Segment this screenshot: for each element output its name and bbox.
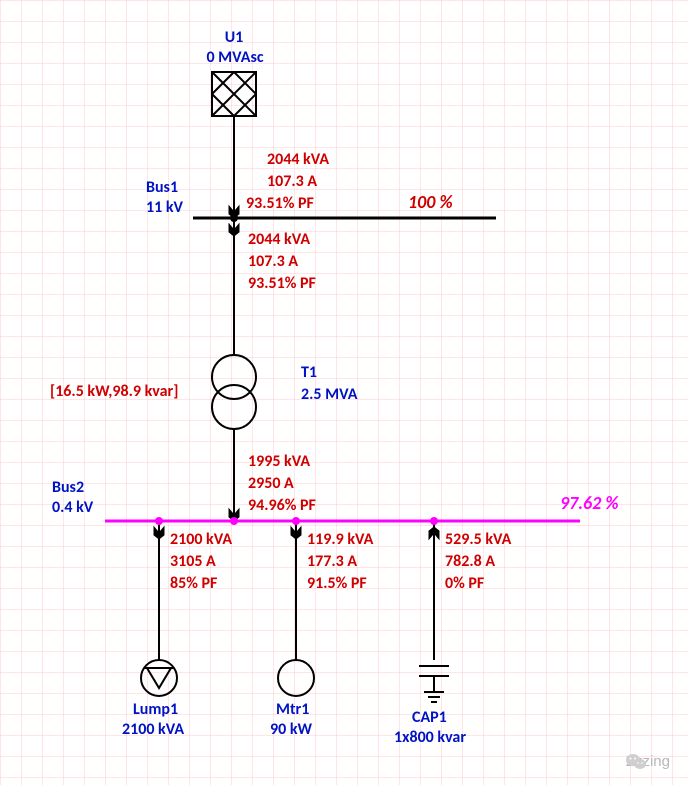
flow-lump-a: 3105 A (170, 552, 216, 571)
flow-mtr-pf: 91.5% PF (307, 574, 367, 593)
xfmr-rating: 2.5 MVA (301, 385, 357, 404)
flow-mtr-a: 177.3 A (307, 552, 357, 571)
lump-rating: 2100 kVA (122, 720, 184, 739)
mtr-name: Mtr1 (276, 700, 309, 719)
bus2-kv: 0.4 kV (52, 498, 93, 517)
flow-lump-pf: 85% PF (170, 574, 217, 593)
cap-name: CAP1 (412, 708, 447, 727)
flow-cap-kva: 529.5 kVA (445, 530, 511, 549)
xfmr-losses: [16.5 kW,98.9 kvar] (50, 382, 178, 401)
utility-rating: 0 MVAsc (185, 48, 285, 67)
flow-u1bus1-a: 107.3 A (267, 172, 317, 191)
bus1-name: Bus1 (146, 178, 178, 197)
flow-u1bus1-pf: 93.51% PF (246, 194, 314, 213)
lump-name: Lump1 (133, 700, 178, 719)
flow-t1b2-kva: 1995 kVA (248, 452, 310, 471)
xfmr-name: T1 (301, 363, 317, 382)
flow-b1t1-a: 107.3 A (248, 252, 298, 271)
bus2-pct: 97.62 % (560, 493, 619, 515)
cap-rating: 1x800 kvar (394, 728, 466, 747)
flow-mtr-kva: 119.9 kVA (307, 530, 373, 549)
flow-t1b2-a: 2950 A (248, 474, 294, 493)
mtr-rating: 90 kW (270, 720, 312, 739)
bus1-pct: 100 % (408, 192, 453, 214)
flow-b1t1-kva: 2044 kVA (248, 230, 310, 249)
flow-b1t1-pf: 93.51% PF (248, 274, 316, 293)
flow-cap-a: 782.8 A (445, 552, 495, 571)
flow-cap-pf: 0% PF (445, 574, 484, 593)
flow-t1b2-pf: 94.96% PF (248, 496, 316, 515)
flow-u1bus1-kva: 2044 kVA (267, 150, 329, 169)
bus2-name: Bus2 (52, 478, 84, 497)
flow-lump-kva: 2100 kVA (170, 530, 232, 549)
utility-name: U1 (199, 28, 269, 47)
bus1-kv: 11 kV (146, 198, 183, 217)
wechat-icon (626, 753, 646, 771)
watermark: Zzzing (626, 753, 670, 771)
